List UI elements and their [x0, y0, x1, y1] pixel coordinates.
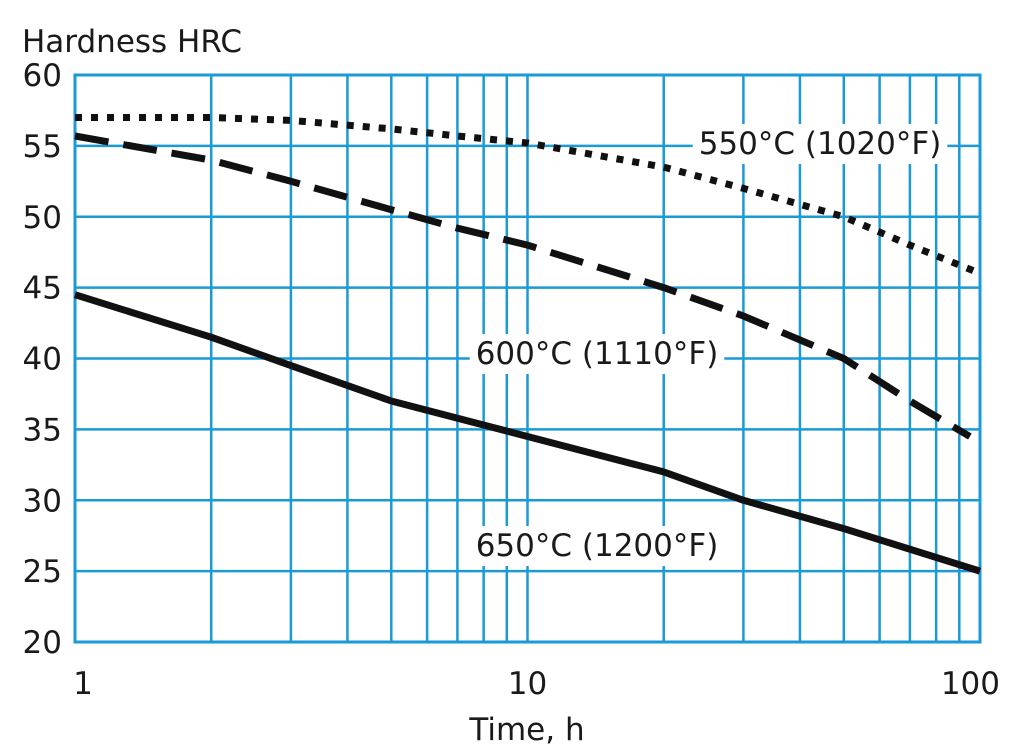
- series-labels: 550°C (1020°F) 600°C (1110°F) 650°C (1200°…: [469, 124, 948, 566]
- y-tick-label: 35: [23, 412, 62, 448]
- y-tick-label: 25: [23, 554, 62, 590]
- series-label-background: [469, 526, 725, 566]
- y-tick-label: 45: [23, 271, 62, 307]
- y-tick-label: 30: [23, 483, 62, 519]
- x-tick-labels: 1 10 100: [73, 666, 1000, 702]
- x-tick-label: 10: [508, 666, 547, 702]
- series-label-dotted: 550°C (1020°F): [699, 126, 942, 162]
- series-line-dotted: [75, 114, 982, 277]
- series-line-dashed: [74, 132, 972, 440]
- series-label-solid: 650°C (1200°F): [476, 528, 719, 564]
- plot-frame: [73, 73, 982, 644]
- x-tick-label: 100: [941, 666, 1000, 702]
- x-tick-label: 1: [73, 666, 93, 702]
- y-tick-label: 40: [23, 342, 62, 378]
- series-group: [73, 114, 982, 575]
- series-label-background: [692, 124, 948, 164]
- series-label-dashed: 600°C (1110°F): [476, 336, 719, 372]
- y-tick-label: 20: [23, 625, 62, 661]
- x-axis-title: Time, h: [468, 712, 584, 748]
- y-tick-labels: 20 25 30 35 40 45 50 55 60: [23, 58, 62, 661]
- series-line-solid: [73, 291, 982, 575]
- y-tick-label: 55: [23, 129, 62, 165]
- y-tick-label: 50: [23, 200, 62, 236]
- y-tick-label: 60: [23, 58, 62, 94]
- series-label-background: [469, 334, 725, 374]
- y-axis-title: Hardness HRC: [22, 24, 242, 60]
